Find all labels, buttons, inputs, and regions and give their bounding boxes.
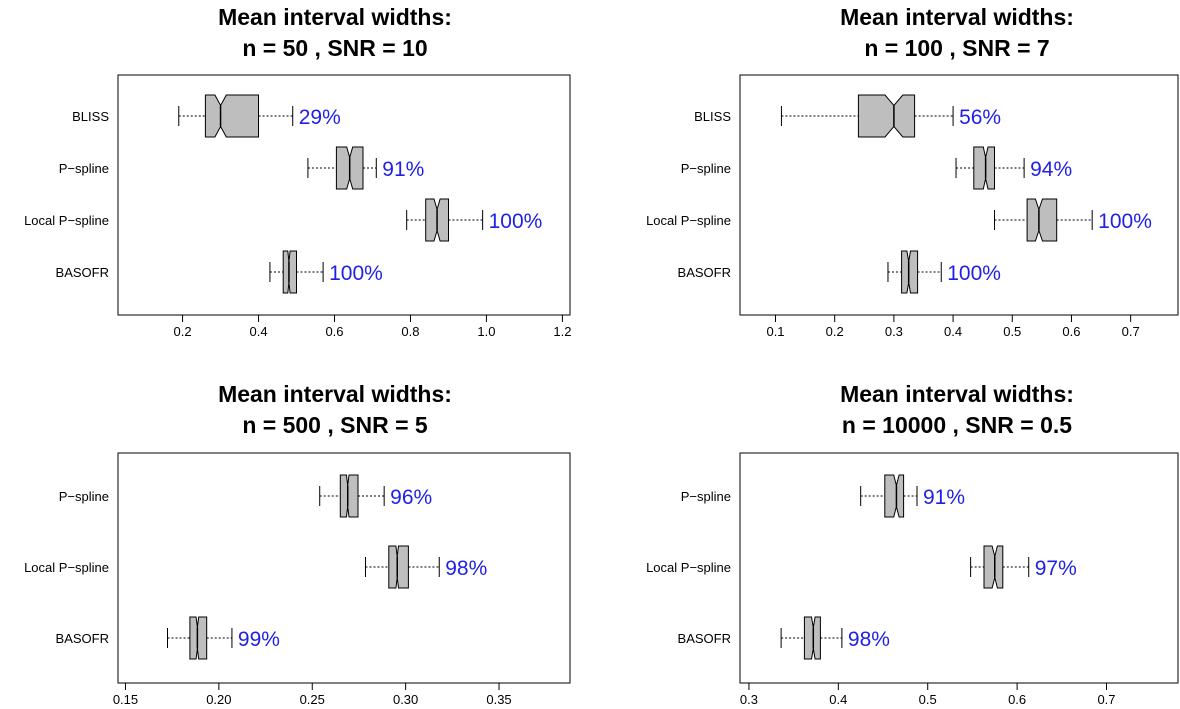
category-label: P−spline [681,161,731,176]
notched-box [973,146,995,190]
plot-frame [739,74,1179,316]
x-tick-label: 0.6 [325,324,343,339]
percent-label: 100% [329,262,383,285]
x-tick-label: 0.4 [249,324,267,339]
category-label: Local P−spline [646,560,731,575]
x-tick-label: 0.4 [829,692,847,707]
x-tick-label: 0.7 [1122,324,1140,339]
x-tick-label: 0.1 [766,324,784,339]
notched-box [983,545,1004,589]
x-tick-label: 0.20 [206,692,231,707]
chart-title-line2: n = 10000 , SNR = 0.5 [842,412,1072,438]
notched-box [282,250,297,294]
plot-frame [117,74,571,316]
x-tick-label: 0.8 [401,324,419,339]
percent-label: 94% [1030,158,1072,181]
chart-title-line1: Mean interval widths: [840,381,1074,407]
x-tick-label: 0.30 [393,692,418,707]
x-tick-label: 1.0 [477,324,495,339]
notched-box [884,474,905,518]
x-tick-label: 1.2 [553,324,571,339]
x-tick-label: 0.5 [1003,324,1021,339]
notched-box [339,474,359,518]
chart-title-line1: Mean interval widths: [218,381,452,407]
notched-box [388,545,409,589]
x-tick-label: 0.15 [113,692,138,707]
notched-box [901,250,919,294]
x-tick-label: 0.35 [486,692,511,707]
chart-panel-1: Mean interval widths: n = 50 , SNR = 10 0.… [24,4,571,339]
plot-frame [739,452,1179,684]
notched-box [803,616,821,660]
category-label: BASOFR [56,265,109,280]
percent-label: 100% [947,262,1001,285]
x-tick-label: 0.5 [919,692,937,707]
category-label: P−spline [59,161,109,176]
percent-label: 98% [445,557,487,580]
x-tick-label: 0.2 [826,324,844,339]
percent-label: 29% [299,106,341,129]
x-tick-label: 0.25 [300,692,325,707]
plot-frame [117,452,571,684]
chart-title-line1: Mean interval widths: [840,4,1074,30]
chart-title-line1: Mean interval widths: [218,4,452,30]
category-label: P−spline [681,489,731,504]
category-label: BLISS [72,109,109,124]
category-label: Local P−spline [24,213,109,228]
category-label: Local P−spline [646,213,731,228]
x-tick-label: 0.2 [174,324,192,339]
chart-title-line2: n = 500 , SNR = 5 [242,412,428,438]
percent-label: 100% [489,210,543,233]
x-tick-label: 0.6 [1062,324,1080,339]
percent-label: 97% [1035,557,1077,580]
chart-title-line2: n = 50 , SNR = 10 [242,35,427,61]
category-label: BASOFR [56,631,109,646]
chart-panel-4: Mean interval widths: n = 10000 , SNR = 0… [646,381,1179,707]
notched-box [204,94,259,138]
percent-label: 91% [382,158,424,181]
percent-label: 91% [923,486,965,509]
x-tick-label: 0.7 [1097,692,1115,707]
category-label: BLISS [694,109,731,124]
percent-label: 100% [1098,210,1152,233]
notched-box [1026,198,1058,242]
chart-panel-2: Mean interval widths: n = 100 , SNR = 7 0.… [646,4,1179,339]
percent-label: 96% [390,486,432,509]
x-tick-label: 0.4 [944,324,962,339]
x-tick-label: 0.6 [1008,692,1026,707]
x-tick-label: 0.3 [740,692,758,707]
notched-box [857,94,916,138]
category-label: P−spline [59,489,109,504]
x-tick-label: 0.3 [885,324,903,339]
percent-label: 56% [959,106,1001,129]
notched-box [189,616,208,660]
chart-panel-3: Mean interval widths: n = 500 , SNR = 5 0.… [24,381,571,707]
category-label: Local P−spline [24,560,109,575]
chart-title-line2: n = 100 , SNR = 7 [864,35,1049,61]
percent-label: 98% [848,628,890,651]
category-label: BASOFR [678,631,731,646]
category-label: BASOFR [678,265,731,280]
percent-label: 99% [238,628,280,651]
